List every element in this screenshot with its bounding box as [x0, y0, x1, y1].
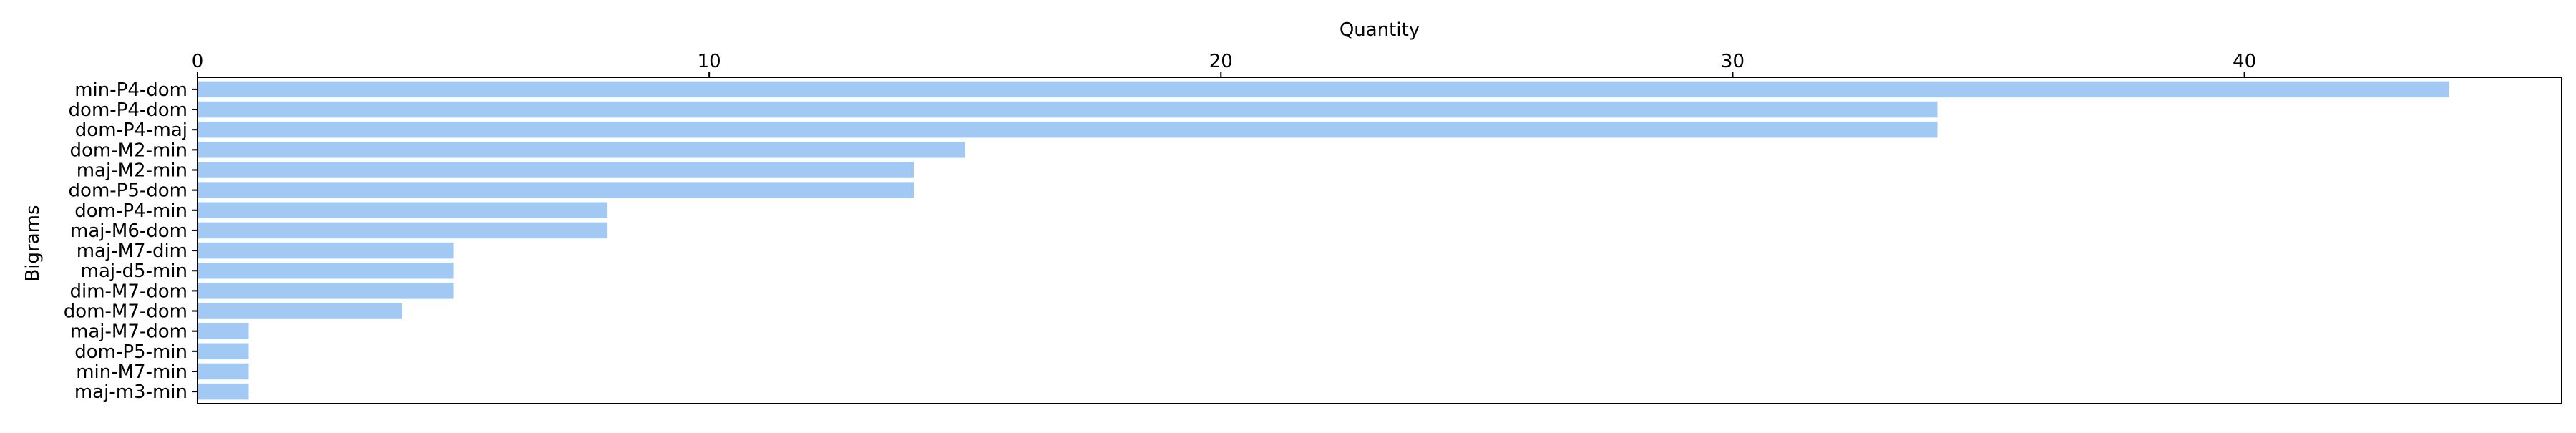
bar [197, 242, 454, 259]
x-tick-label: 0 [192, 51, 204, 72]
x-axis-label: Quantity [1340, 19, 1420, 41]
bar [197, 283, 454, 299]
y-tick-label: dom-P4-dom [69, 99, 187, 121]
bar [197, 262, 454, 279]
bar [197, 222, 608, 239]
bar [197, 121, 1938, 138]
y-tick-label: dom-P4-min [74, 200, 187, 222]
bars-group [197, 81, 2449, 400]
bar [197, 162, 914, 178]
bar [197, 101, 1938, 118]
y-tick-label: maj-M7-dim [77, 240, 187, 262]
bar [197, 182, 914, 198]
x-ticks: 0 10 20 30 40 [192, 51, 2256, 77]
y-tick-label: maj-M6-dom [70, 220, 187, 242]
bar [197, 202, 608, 219]
bar [197, 343, 249, 360]
bar [197, 303, 403, 319]
bar [197, 81, 2449, 98]
y-tick-label: dom-P5-min [74, 341, 187, 363]
y-tick-label: maj-m3-min [74, 381, 187, 403]
y-tick-label: maj-d5-min [81, 261, 187, 282]
y-tick-label: dom-M7-dom [64, 301, 187, 323]
bar [197, 363, 249, 380]
bar [197, 383, 249, 400]
y-tick-label: min-P4-dom [74, 79, 187, 101]
y-tick-label: maj-M2-min [77, 160, 187, 181]
y-tick-label: dom-M2-min [69, 140, 187, 161]
plot-frame [197, 77, 2562, 404]
y-tick-label: dom-P4-maj [75, 120, 187, 141]
bar [197, 323, 249, 339]
x-tick-label: 40 [2233, 51, 2256, 72]
x-tick-label: 20 [1209, 51, 1233, 72]
bar [197, 142, 965, 158]
y-tick-label: dom-P5-dom [69, 180, 187, 202]
x-tick-label: 30 [1721, 51, 1745, 72]
category-labels: min-P4-domdom-P4-domdom-P4-majdom-M2-min… [64, 79, 197, 403]
y-axis-label: Bigrams [22, 205, 44, 281]
y-tick-label: maj-M7-dom [70, 321, 187, 343]
x-tick-label: 10 [698, 51, 721, 72]
y-tick-label: min-M7-min [76, 361, 187, 383]
y-tick-label: dim-M7-dom [69, 281, 187, 302]
